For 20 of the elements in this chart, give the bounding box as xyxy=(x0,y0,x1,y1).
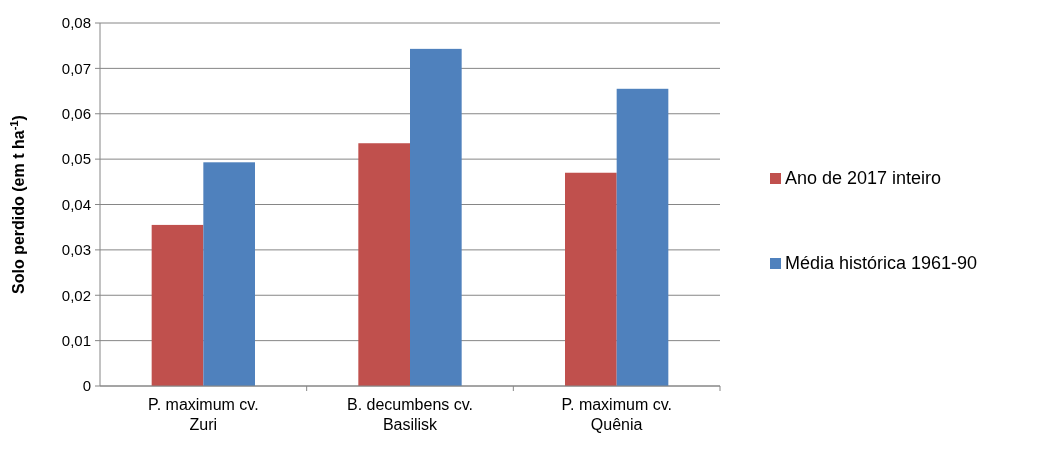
x-tick-label: B. decumbens cv. Basilisk xyxy=(347,396,473,433)
bar xyxy=(203,162,255,386)
y-tick-label: 0,02 xyxy=(61,286,91,304)
y-tick-label: 0,08 xyxy=(61,14,91,32)
y-tick-label: 0,03 xyxy=(61,241,91,259)
x-tick-label: P. maximum cv. Zuri xyxy=(148,396,259,433)
y-tick-label: 0,06 xyxy=(61,105,91,122)
bar xyxy=(565,172,617,386)
y-tick-label: 0,04 xyxy=(61,195,91,213)
y-tick-label: 0,05 xyxy=(61,150,91,168)
x-tick-label: P. maximum cv. Quênia xyxy=(561,396,672,433)
y-tick-label: 0,07 xyxy=(61,59,91,77)
y-tick-label: 0 xyxy=(82,377,91,395)
bar xyxy=(151,224,204,386)
bar xyxy=(410,48,462,386)
legend-label: Ano de 2017 inteiro xyxy=(785,168,942,189)
legend-label: Média histórica 1961-90 xyxy=(785,253,978,274)
bar xyxy=(616,88,669,386)
bar xyxy=(358,143,410,386)
y-tick-label: 0,01 xyxy=(61,331,91,349)
